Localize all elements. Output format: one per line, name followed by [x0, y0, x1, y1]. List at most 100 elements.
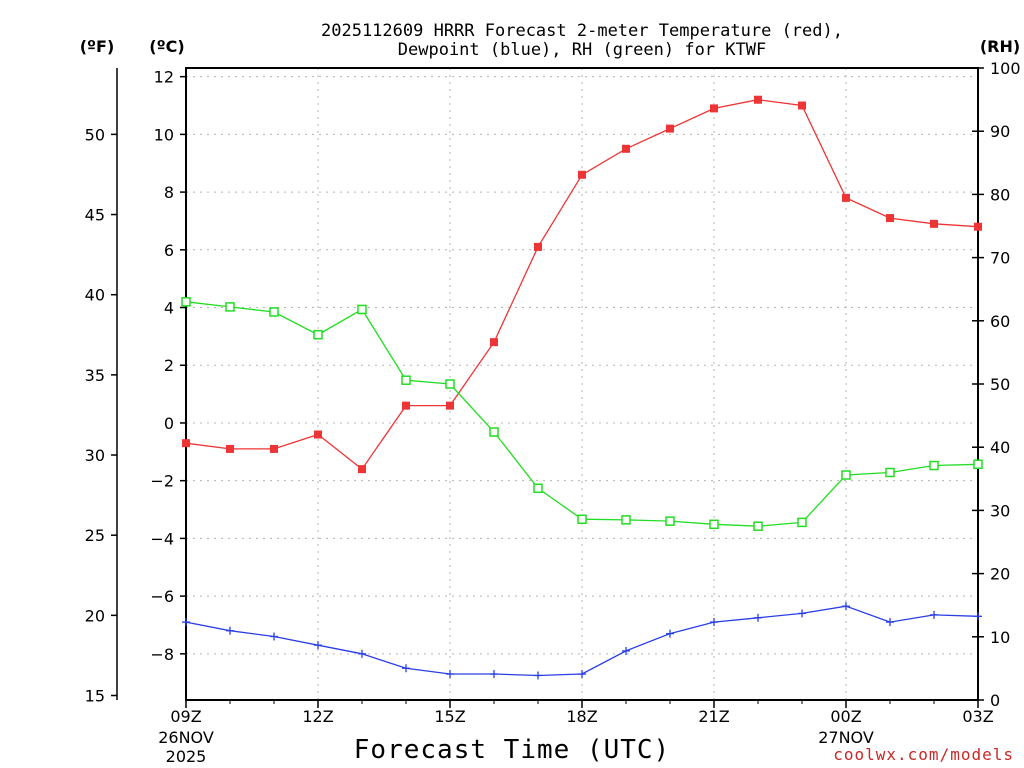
rh-point — [533, 483, 543, 494]
rh-point — [621, 515, 631, 525]
dewpoint-point — [358, 649, 366, 658]
rh-tick-label: 0 — [990, 691, 1000, 710]
rh-point — [797, 517, 807, 528]
temperature-point — [358, 465, 366, 474]
celsius-tick-label: −6 — [150, 587, 174, 606]
series-dewpoint — [182, 602, 982, 680]
fahrenheit-unit-label: (ºF) — [80, 37, 115, 56]
dewpoint-point — [754, 613, 762, 622]
rh-point — [973, 459, 983, 470]
celsius-tick-label: −8 — [150, 645, 174, 664]
temperature-line — [185, 99, 979, 471]
dewpoint-point — [314, 641, 322, 650]
dewpoint-point — [182, 618, 190, 627]
rh-tick-label: 70 — [990, 249, 1010, 268]
rh-point — [577, 514, 587, 524]
dewpoint-point — [446, 670, 454, 679]
celsius-tick-label: 2 — [164, 356, 174, 375]
celsius-tick-label: 8 — [164, 183, 174, 202]
x-tick-label: 00Z — [830, 707, 861, 726]
dewpoint-point — [402, 664, 410, 673]
rh-tick-label: 50 — [990, 375, 1010, 394]
fahrenheit-tick-label: 40 — [85, 286, 105, 305]
temperature-point — [798, 101, 806, 110]
dewpoint-point — [534, 671, 542, 680]
temperature-point — [226, 444, 234, 453]
temperature-point — [930, 219, 938, 228]
dewpoint-point — [930, 610, 938, 619]
chart-title-line2: Dewpoint (blue), RH (green) for KTWF — [398, 40, 766, 60]
rh-tick-label: 10 — [990, 628, 1010, 647]
rh-point — [841, 470, 851, 480]
temperature-point — [182, 439, 190, 448]
dewpoint-point — [798, 609, 806, 618]
source-credit: coolwx.com/models — [833, 745, 1014, 764]
dewpoint-point — [974, 612, 982, 621]
rh-point — [709, 519, 719, 530]
celsius-tick-label: 12 — [154, 68, 174, 87]
celsius-unit-label: (ºC) — [149, 37, 184, 56]
rh-point — [753, 521, 763, 531]
x-tick-date-label: 2025 — [166, 747, 207, 766]
fahrenheit-tick-label: 20 — [85, 606, 105, 625]
celsius-tick-label: 10 — [154, 125, 174, 144]
series-temperature — [182, 95, 982, 474]
rh-point — [885, 467, 895, 478]
celsius-tick-label: 0 — [164, 414, 174, 433]
temperature-point — [446, 401, 454, 410]
rh-point — [489, 427, 499, 437]
rh-point — [181, 297, 191, 307]
x-axis-title: Forecast Time (UTC) — [354, 735, 670, 765]
rh-tick-label: 60 — [990, 312, 1010, 331]
temperature-point — [622, 144, 630, 153]
dewpoint-point — [886, 618, 894, 627]
dewpoint-point — [710, 618, 718, 627]
dewpoint-point — [842, 602, 850, 611]
grid-lines — [186, 68, 978, 700]
axes: 121086420−2−4−6−850454035302520151009080… — [85, 59, 1021, 710]
x-tick-label: 18Z — [566, 707, 597, 726]
rh-point — [401, 375, 411, 385]
rh-tick-label: 100 — [990, 59, 1021, 78]
fahrenheit-tick-label: 50 — [85, 125, 105, 144]
rh-point — [225, 302, 235, 312]
data-series — [181, 95, 983, 680]
temperature-point — [534, 242, 542, 251]
rh-point — [357, 304, 367, 315]
temperature-point — [710, 104, 718, 113]
fahrenheit-tick-label: 30 — [85, 446, 105, 465]
x-tick-label: 03Z — [962, 707, 993, 726]
dewpoint-point — [226, 626, 234, 635]
rh-point — [269, 307, 279, 317]
temperature-point — [754, 95, 762, 104]
temperature-point — [578, 170, 586, 179]
temperature-point — [666, 124, 674, 133]
x-tick-label: 12Z — [302, 707, 333, 726]
temperature-point — [402, 401, 410, 410]
rh-point — [665, 516, 675, 526]
rh-unit-label: (RH) — [980, 37, 1020, 56]
dewpoint-point — [578, 670, 586, 679]
rh-tick-label: 40 — [990, 438, 1010, 457]
fahrenheit-tick-label: 15 — [85, 687, 105, 706]
dewpoint-point — [490, 670, 498, 679]
celsius-tick-label: 6 — [164, 241, 174, 260]
rh-tick-label: 80 — [990, 185, 1010, 204]
dewpoint-point — [622, 646, 630, 655]
rh-point — [313, 329, 323, 340]
dewpoint-point — [666, 629, 674, 638]
fahrenheit-tick-label: 35 — [85, 366, 105, 385]
rh-point — [929, 460, 939, 471]
x-tick-date-label: 27NOV — [818, 728, 874, 747]
fahrenheit-tick-label: 25 — [85, 526, 105, 545]
dewpoint-line — [185, 605, 979, 677]
celsius-tick-label: −2 — [150, 472, 174, 491]
dewpoint-point — [270, 632, 278, 641]
rh-tick-label: 30 — [990, 501, 1010, 520]
temperature-point — [974, 222, 982, 231]
series-rh — [181, 297, 983, 531]
rh-point — [445, 379, 455, 389]
rh-tick-label: 20 — [990, 565, 1010, 584]
